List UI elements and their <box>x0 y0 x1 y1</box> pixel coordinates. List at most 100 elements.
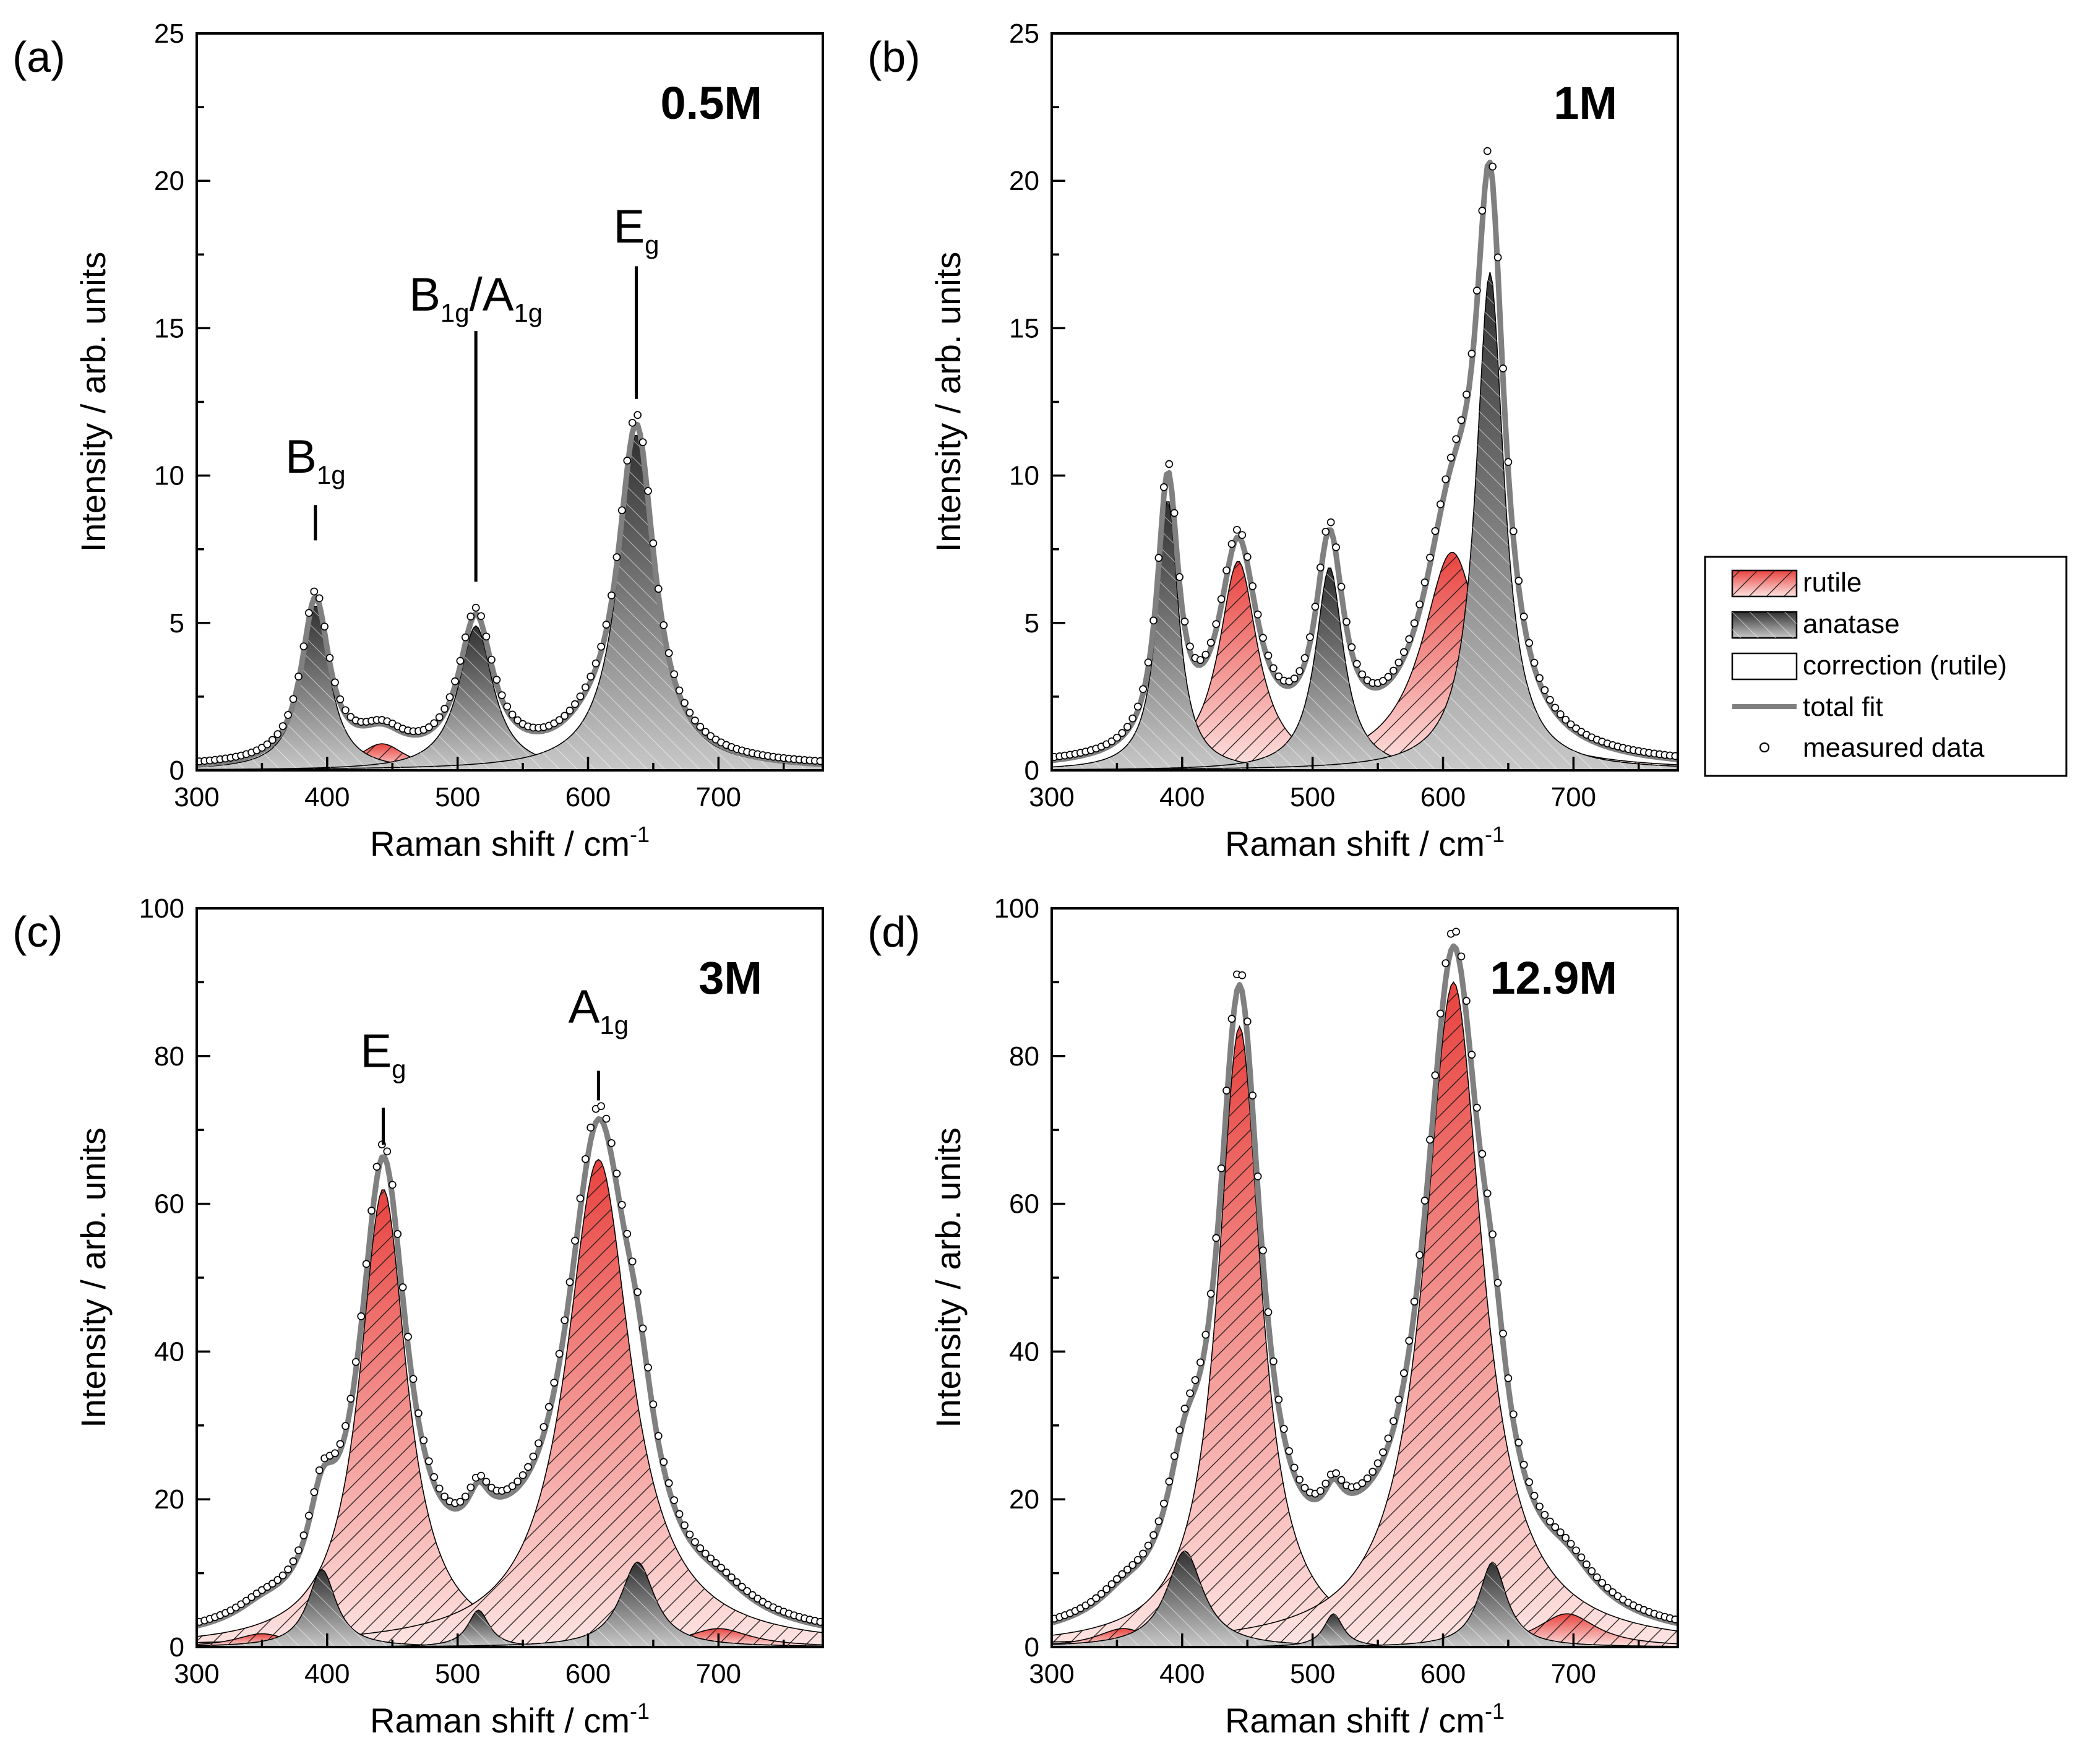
measured-data-point <box>1212 1234 1221 1242</box>
measured-data-point <box>1113 1575 1121 1583</box>
measured-data-point <box>299 1531 308 1539</box>
measured-data-point <box>581 1155 590 1163</box>
measured-data-point <box>263 740 272 749</box>
measured-data-point <box>1295 1476 1304 1484</box>
measured-data-point <box>1217 595 1226 603</box>
anatase-peak-hatch <box>197 606 823 770</box>
measured-data-point <box>1525 639 1534 647</box>
measured-data-point <box>320 622 329 631</box>
measured-data-point <box>289 1557 298 1565</box>
measured-data-point <box>247 1593 256 1601</box>
measured-data-point <box>1399 1369 1408 1377</box>
measured-data-point <box>440 705 449 713</box>
measured-data-point <box>1107 737 1116 746</box>
measured-data-point <box>691 1538 699 1546</box>
measured-data-point <box>315 1466 324 1474</box>
measured-data-point <box>1212 620 1221 628</box>
measured-data-point <box>561 712 569 720</box>
legend-swatch-measured-data <box>1759 742 1770 753</box>
measured-data-point <box>351 1357 360 1366</box>
y-tick-label: 20 <box>154 1484 184 1515</box>
measured-data-point <box>602 621 611 629</box>
measured-data-point <box>346 1395 355 1403</box>
concentration-label: 12.9M <box>1490 952 1617 1004</box>
x-tick-label: 700 <box>1551 782 1596 812</box>
measured-data-point <box>242 1596 251 1605</box>
measured-data-point <box>597 1102 605 1111</box>
y-tick-label: 20 <box>154 166 184 196</box>
measured-data-point <box>664 649 673 657</box>
measured-data-point <box>1118 1570 1127 1578</box>
measured-data-point <box>1133 702 1142 711</box>
measured-data-point <box>1300 654 1309 662</box>
measured-data-point <box>1227 540 1236 548</box>
measured-data-point <box>1259 634 1267 642</box>
measured-data-point <box>456 656 465 665</box>
measured-data-point <box>1149 1531 1158 1539</box>
measured-data-point <box>1290 1463 1299 1472</box>
x-axis-label-text: Raman shift / cm <box>370 824 630 863</box>
measured-data-point <box>1405 1336 1414 1345</box>
x-tick-label: 300 <box>174 782 219 812</box>
measured-data-point <box>1472 1103 1481 1112</box>
measured-data-point <box>404 1333 412 1341</box>
measured-data-point <box>424 1457 433 1465</box>
measured-data-point <box>816 1617 823 1626</box>
y-axis-label: Intensity / arb. units <box>74 252 113 553</box>
measured-data-point <box>623 457 632 465</box>
measured-data-point <box>732 1578 741 1586</box>
peak-annotation: A1g <box>569 981 629 1101</box>
rutile-peak-hatch <box>1052 561 1678 770</box>
panel-label: (d) <box>867 908 921 956</box>
measured-data-point <box>654 585 663 593</box>
concentration-label: 1M <box>1553 77 1617 129</box>
measured-data-point <box>1337 1476 1346 1484</box>
x-tick-label: 600 <box>565 1659 611 1689</box>
anatase-peak-hatch <box>197 435 823 770</box>
measured-data-point <box>273 1576 282 1584</box>
anatase-peak-hatch <box>1052 272 1678 770</box>
x-axis-label: Raman shift / cm-1 <box>1225 822 1505 863</box>
measured-data-point <box>1107 1580 1116 1588</box>
measured-data-point <box>701 1549 710 1558</box>
measured-data-point <box>1144 1541 1153 1550</box>
measured-data-point <box>1472 286 1481 295</box>
measured-data-point <box>342 1422 350 1431</box>
x-tick-label: 600 <box>1420 1659 1466 1689</box>
measured-data-point <box>268 736 277 744</box>
measured-data-point <box>1201 650 1210 659</box>
anatase-peak-hatch <box>1052 1551 1678 1647</box>
measured-data-point <box>456 1497 465 1506</box>
measured-data-point <box>1259 1246 1267 1255</box>
measured-data-point <box>1546 1517 1554 1526</box>
y-tick-label: 15 <box>154 313 184 343</box>
measured-data-point <box>1123 723 1132 731</box>
measured-data-point <box>1269 1357 1278 1366</box>
measured-data-point <box>1373 1459 1382 1468</box>
x-tick-label: 600 <box>1420 782 1466 812</box>
measured-data-point <box>1410 1297 1419 1306</box>
legend: rutile anatase correction (rutile) total… <box>1704 556 2068 777</box>
measured-data-point <box>737 1583 746 1591</box>
measured-data-point <box>1384 673 1393 681</box>
peak-label: Eg <box>360 1025 406 1084</box>
x-axis-label: Raman shift / cm-1 <box>370 822 650 863</box>
measured-data-point <box>1436 1009 1445 1018</box>
measured-data-point <box>1097 1590 1106 1598</box>
measured-data-point <box>617 506 626 515</box>
measured-data-point <box>1159 483 1168 491</box>
measured-data-point <box>649 539 658 548</box>
y-tick-label: 15 <box>1009 313 1039 343</box>
panel-d: 300 400 500 600 700 0 20 40 60 80 100 Raman shift /… <box>867 893 1679 1740</box>
measured-data-point <box>1113 733 1121 742</box>
measured-data-point <box>1206 639 1215 647</box>
legend-label-anatase: anatase <box>1803 609 1900 639</box>
measured-data-point <box>1452 435 1460 444</box>
measured-data-point <box>1551 1523 1560 1531</box>
measured-data-point <box>1180 617 1189 626</box>
x-tick-label: 600 <box>565 782 611 812</box>
measured-data-point <box>304 1512 313 1520</box>
measured-data-point <box>1175 1426 1184 1434</box>
x-axis-label-text: Raman shift / cm <box>1225 1701 1485 1740</box>
measured-data-point <box>1227 1015 1236 1023</box>
